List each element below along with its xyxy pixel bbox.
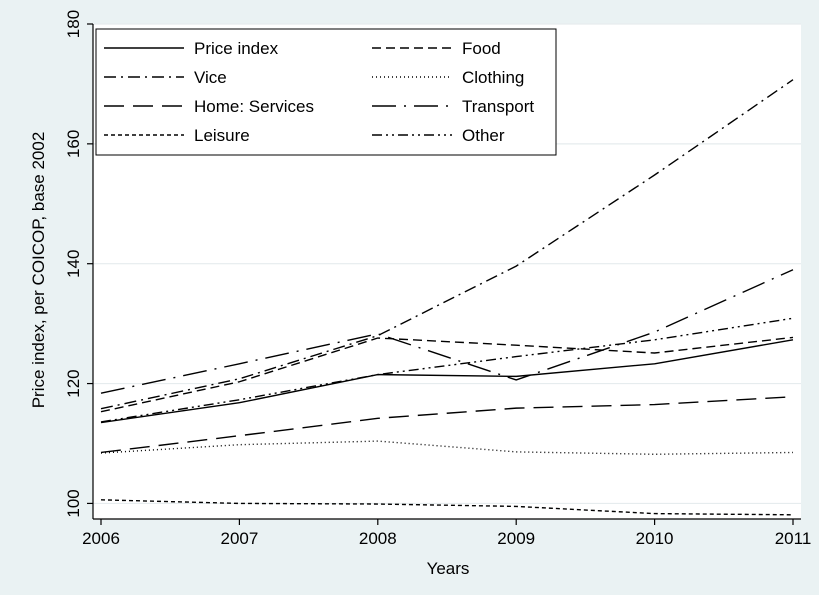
legend-label-other: Other (462, 126, 505, 145)
axes (92, 24, 801, 520)
legend-label-clothing: Clothing (462, 68, 524, 87)
x-tick-label-0: 2006 (82, 529, 120, 548)
x-tick-label-2: 2008 (359, 529, 397, 548)
legend-label-home-services: Home: Services (194, 97, 314, 116)
axis-ticks: 100 120 140 160 180 2006 2007 2008 2009 2010 2011 (64, 10, 811, 548)
series-line-price-index (100, 339, 794, 424)
legend: Price index Food Vice Clothing Home: Service… (95, 28, 557, 156)
series-line-food (100, 336, 794, 413)
series-line-home-services (100, 396, 794, 454)
y-tick-label-4: 180 (64, 10, 83, 38)
y-tick-label-0: 100 (64, 489, 83, 517)
y-tick-label-1: 120 (64, 369, 83, 397)
y-tick-label-3: 160 (64, 130, 83, 158)
x-tick-label-3: 2009 (497, 529, 535, 548)
y-axis-title: Price index, per COICOP, base 2002 (29, 132, 48, 409)
x-tick-label-4: 2010 (636, 529, 674, 548)
legend-label-transport: Transport (462, 97, 534, 116)
legend-label-vice: Vice (194, 68, 227, 87)
x-tick-label-1: 2007 (220, 529, 258, 548)
series-line-leisure (100, 499, 794, 516)
series-line-vice (100, 79, 794, 410)
legend-label-food: Food (462, 39, 501, 58)
x-tick-label-5: 2011 (775, 529, 812, 548)
legend-label-leisure: Leisure (194, 126, 250, 145)
x-axis-title: Years (427, 559, 470, 578)
series-line-transport (100, 269, 794, 394)
series-lines (100, 79, 794, 516)
y-tick-label-2: 140 (64, 250, 83, 278)
legend-label-price-index: Price index (194, 39, 279, 58)
legend-box (95, 28, 557, 156)
